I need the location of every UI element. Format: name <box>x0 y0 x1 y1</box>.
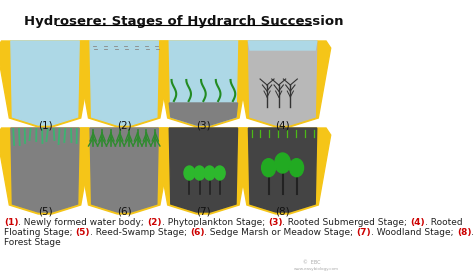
Polygon shape <box>0 128 93 214</box>
Polygon shape <box>235 41 331 127</box>
Text: (8): (8) <box>275 207 290 217</box>
Text: ©  EBC: © EBC <box>303 260 320 265</box>
Text: . Woodland Stage;: . Woodland Stage; <box>371 228 456 237</box>
Text: (7): (7) <box>356 228 371 237</box>
Polygon shape <box>76 41 173 127</box>
Circle shape <box>262 159 275 177</box>
Text: . Sedge Marsh or Meadow Stage;: . Sedge Marsh or Meadow Stage; <box>204 228 356 237</box>
Polygon shape <box>169 41 237 125</box>
Text: (8): (8) <box>457 228 471 237</box>
Text: . Newly formed water body;: . Newly formed water body; <box>18 218 147 227</box>
Polygon shape <box>235 128 331 214</box>
Circle shape <box>275 153 291 173</box>
Text: (4): (4) <box>410 218 425 227</box>
Text: . Phytoplankton Stage;: . Phytoplankton Stage; <box>162 218 268 227</box>
Polygon shape <box>248 41 317 125</box>
Text: . Rooted Submerged Stage;: . Rooted Submerged Stage; <box>283 218 410 227</box>
Text: . Reed-Swamp Stage;: . Reed-Swamp Stage; <box>90 228 190 237</box>
Text: (2): (2) <box>117 120 131 130</box>
Polygon shape <box>248 128 317 212</box>
Polygon shape <box>0 41 93 127</box>
Polygon shape <box>90 41 158 125</box>
Circle shape <box>290 159 303 177</box>
Polygon shape <box>90 128 158 212</box>
Text: (5): (5) <box>75 228 90 237</box>
Text: (2): (2) <box>147 218 162 227</box>
Text: (7): (7) <box>196 207 211 217</box>
Text: (1): (1) <box>4 218 18 227</box>
Text: (3): (3) <box>268 218 283 227</box>
Text: (4): (4) <box>275 120 290 130</box>
Text: (3): (3) <box>196 120 211 130</box>
Polygon shape <box>248 41 317 50</box>
Text: Hydrosere: Stages of Hydrarch Succession: Hydrosere: Stages of Hydrarch Succession <box>24 15 344 28</box>
Circle shape <box>184 166 195 180</box>
Polygon shape <box>169 128 237 212</box>
Polygon shape <box>11 128 79 212</box>
Text: (5): (5) <box>38 207 52 217</box>
Text: Forest Stage: Forest Stage <box>4 238 61 247</box>
Text: (6): (6) <box>117 207 131 217</box>
Text: . Rooted: . Rooted <box>425 218 463 227</box>
Circle shape <box>204 166 215 180</box>
Circle shape <box>194 166 205 180</box>
Text: (6): (6) <box>190 228 204 237</box>
Text: Floating Stage;: Floating Stage; <box>4 228 75 237</box>
Text: .: . <box>471 228 474 237</box>
Text: (1): (1) <box>38 120 52 130</box>
Text: www.easybiology.com: www.easybiology.com <box>293 267 338 271</box>
Polygon shape <box>11 41 79 125</box>
Circle shape <box>214 166 225 180</box>
Polygon shape <box>155 128 252 214</box>
Polygon shape <box>155 41 252 127</box>
Polygon shape <box>76 128 173 214</box>
Polygon shape <box>169 103 237 125</box>
